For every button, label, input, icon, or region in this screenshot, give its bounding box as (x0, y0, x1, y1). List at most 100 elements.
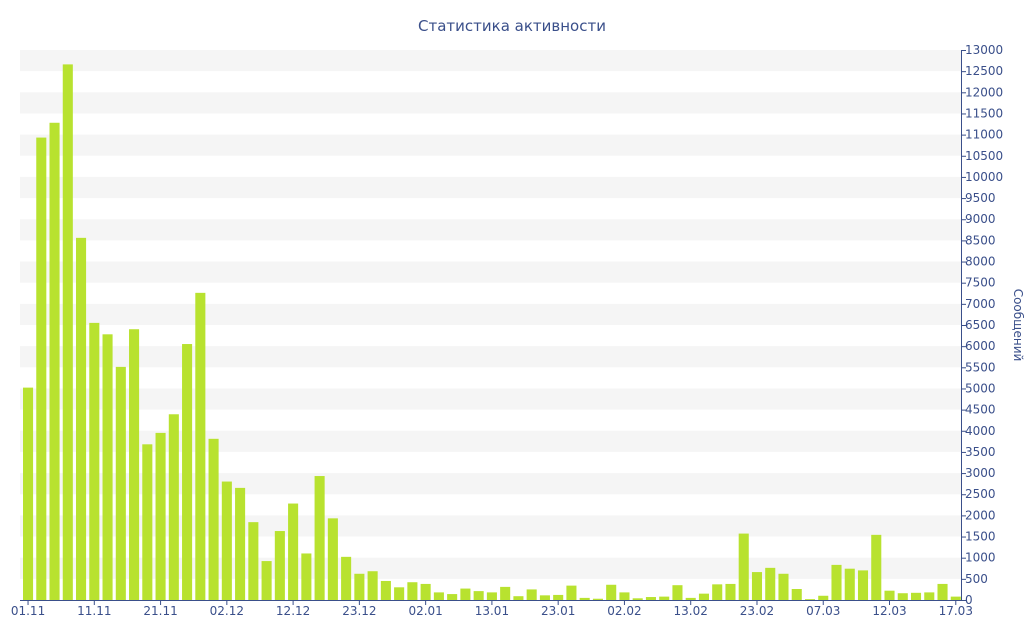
bar (288, 503, 299, 600)
y-axis-label: Сообщений (1011, 289, 1024, 362)
bar (566, 585, 577, 600)
bar (235, 487, 246, 600)
bar (354, 573, 365, 600)
y-tick-label: 3500 (965, 445, 996, 459)
y-tick-label: 0 (965, 593, 973, 607)
x-tick-label: 02.12 (210, 604, 244, 618)
chart-title: Статистика активности (418, 17, 606, 35)
bar (698, 593, 710, 600)
bar (513, 596, 524, 600)
y-tick-label: 11000 (965, 128, 1003, 142)
grid-band (20, 430, 961, 452)
x-tick-label: 12.03 (872, 604, 906, 618)
y-tick-label: 4000 (965, 424, 996, 438)
bar (486, 592, 497, 600)
y-tick-label: 13000 (965, 43, 1003, 57)
bar (871, 534, 882, 600)
bar (76, 237, 87, 600)
bar (261, 561, 272, 600)
bar (407, 582, 418, 600)
grid-band (20, 134, 961, 156)
bar (314, 476, 325, 600)
bar (23, 387, 34, 600)
bar (155, 432, 166, 600)
bar (49, 122, 60, 601)
grid-band (20, 92, 961, 114)
bar (208, 438, 219, 600)
bar (553, 594, 564, 600)
y-tick-label: 1000 (965, 551, 996, 565)
y-tick-label: 10000 (965, 170, 1003, 184)
bar (924, 592, 935, 600)
bar (327, 518, 338, 600)
bar (447, 594, 458, 600)
bar (102, 334, 113, 600)
grid-band (20, 50, 961, 72)
bar (632, 598, 643, 600)
bar (460, 588, 471, 600)
y-tick-label: 9500 (965, 191, 996, 205)
bar (539, 595, 550, 600)
bar (857, 570, 869, 600)
bar (526, 589, 537, 600)
x-tick-label: 13.02 (674, 604, 708, 618)
bar (659, 596, 670, 600)
y-tick-label: 8000 (965, 255, 996, 269)
grid-band (20, 346, 961, 368)
bar (791, 589, 802, 600)
bars (23, 64, 961, 601)
x-tick-label: 01.11 (11, 604, 45, 618)
bar (168, 414, 179, 600)
bar (129, 329, 140, 600)
bar (592, 598, 603, 600)
y-axis-ticks: 0 500 1000 1500 2000 2500 3000 3500 4000 4500 5000… (961, 43, 1003, 607)
bar (712, 584, 723, 600)
bar (579, 597, 590, 600)
bar (394, 587, 405, 600)
y-tick-label: 5000 (965, 381, 996, 395)
x-tick-label: 07.03 (806, 604, 840, 618)
x-tick-label: 11.11 (77, 604, 111, 618)
y-tick-label: 9000 (965, 212, 996, 226)
y-tick-label: 12500 (965, 64, 1003, 78)
bar (725, 583, 736, 600)
grid-bands (20, 50, 961, 579)
x-tick-label: 12.12 (276, 604, 310, 618)
bar (738, 533, 749, 600)
bar (606, 584, 617, 600)
x-tick-label: 23.02 (740, 604, 774, 618)
y-tick-label: 2000 (965, 508, 996, 522)
y-tick-label: 10500 (965, 149, 1003, 163)
x-tick-label: 13.01 (475, 604, 509, 618)
bar (937, 583, 948, 600)
x-tick-label: 21.11 (143, 604, 177, 618)
bar (367, 571, 378, 600)
bar (142, 444, 153, 600)
bar (751, 572, 763, 600)
grid-band (20, 261, 961, 283)
x-tick-label: 02.02 (607, 604, 641, 618)
grid-band (20, 388, 961, 410)
bar (301, 553, 312, 600)
x-tick-label: 02.01 (408, 604, 442, 618)
bar (500, 586, 511, 600)
bar (248, 522, 259, 600)
bar (115, 366, 126, 600)
grid-band (20, 219, 961, 241)
bar (433, 592, 444, 600)
y-tick-label: 6000 (965, 339, 996, 353)
y-tick-label: 500 (965, 572, 988, 586)
bar (619, 592, 630, 600)
y-tick-label: 2500 (965, 487, 996, 501)
bar (950, 596, 961, 600)
y-tick-label: 7500 (965, 276, 996, 290)
grid-band (20, 473, 961, 495)
bar (89, 322, 100, 600)
y-tick-label: 6500 (965, 318, 996, 332)
grid-band (20, 303, 961, 325)
bar (910, 592, 922, 600)
y-tick-label: 5500 (965, 360, 996, 374)
bar (765, 567, 776, 600)
bar (182, 344, 193, 600)
